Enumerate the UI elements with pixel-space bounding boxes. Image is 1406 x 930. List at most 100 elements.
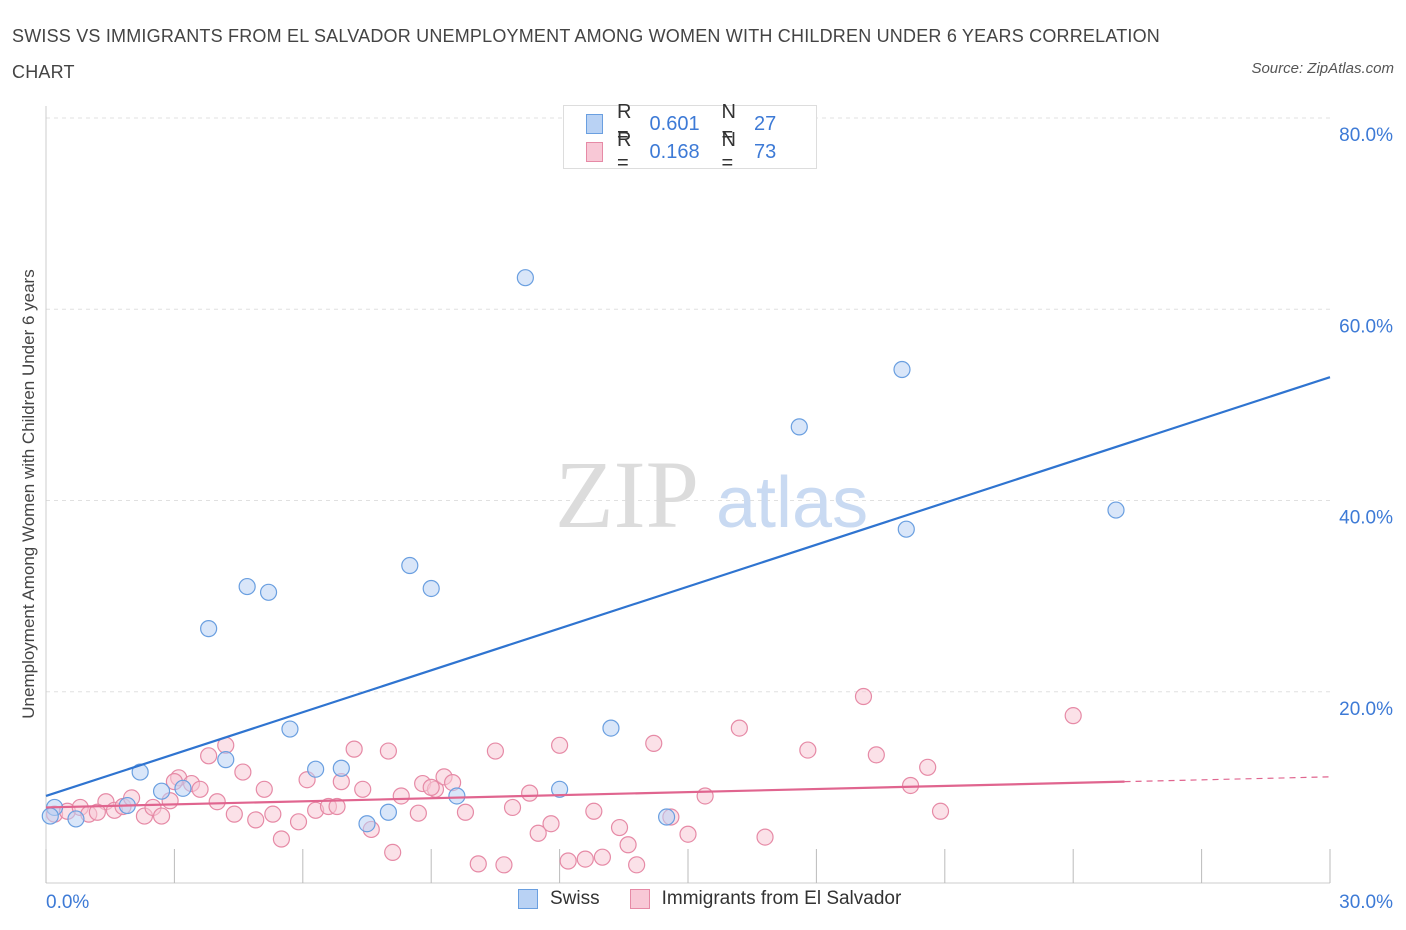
- salvador-point: [593, 848, 612, 866]
- salvador-point: [384, 843, 402, 862]
- trend-lines: [45, 376, 1331, 809]
- n-value: 73: [754, 140, 777, 163]
- swiss-point: [657, 808, 676, 826]
- salvador-point: [422, 778, 440, 796]
- swiss-point: [602, 719, 620, 737]
- salvador-point: [247, 811, 265, 829]
- swiss-point: [238, 577, 256, 596]
- salvador-point: [529, 824, 547, 842]
- salvador-legend-label: Immigrants from El Salvador: [661, 888, 902, 909]
- salvador-point: [1064, 707, 1082, 725]
- salvador-point: [272, 830, 290, 848]
- salvador-point: [901, 776, 920, 795]
- swiss-point: [332, 759, 350, 777]
- salvador-point: [456, 803, 475, 821]
- salvador-point: [730, 719, 748, 737]
- watermark-zip: ZIP: [555, 441, 699, 548]
- correlation-legend: R = 0.601 N = 27 R = 0.168 N = 73: [563, 101, 817, 174]
- swiss-point: [131, 763, 149, 781]
- salvador-point: [392, 787, 410, 805]
- salvador-point: [521, 784, 539, 802]
- salvador-trend-extension: [1124, 776, 1331, 783]
- salvador-point: [200, 747, 218, 765]
- grid-lines: [46, 117, 1330, 693]
- r-value: 0.601: [649, 112, 700, 135]
- swiss-point: [550, 780, 569, 798]
- salvador-point: [264, 805, 282, 823]
- salvador-point: [495, 856, 513, 874]
- swiss-point: [281, 720, 299, 738]
- salvador-point: [931, 802, 950, 820]
- swiss-point: [893, 360, 911, 379]
- y-tick-labels: 20.0% 40.0% 60.0% 80.0%: [1339, 125, 1393, 720]
- n-value: 27: [754, 112, 777, 135]
- swiss-point: [67, 810, 85, 828]
- legend-row-salvador: R = 0.168 N = 73: [586, 129, 816, 174]
- swiss-legend-label: Swiss: [550, 888, 600, 909]
- salvador-point: [409, 804, 427, 822]
- salvador-point: [234, 763, 252, 781]
- swiss-point: [358, 815, 376, 833]
- salvador-point: [354, 780, 372, 798]
- salvador-point: [486, 742, 504, 760]
- swiss-point: [422, 579, 440, 598]
- swiss-point: [307, 760, 325, 778]
- r-label: R =: [617, 101, 632, 146]
- salvador-point: [679, 825, 697, 843]
- y-tick-label: 40.0%: [1339, 508, 1393, 529]
- swiss-legend-swatch: [518, 889, 538, 909]
- salvador-point: [550, 736, 569, 754]
- series-legend: Swiss Immigrants from El Salvador: [518, 888, 931, 910]
- salvador-point: [152, 807, 171, 825]
- salvador-point: [628, 856, 646, 874]
- salvador-points: [45, 687, 1082, 874]
- salvador-point: [503, 798, 522, 817]
- source-label: Source: ZipAtlas.com: [1251, 60, 1394, 77]
- salvador-point: [255, 780, 273, 798]
- swiss-point: [379, 803, 397, 821]
- legend-item-salvador: Immigrants from El Salvador: [629, 888, 902, 910]
- axes: [45, 106, 1331, 884]
- watermark: ZIP atlas: [555, 441, 868, 548]
- swiss-point: [1107, 501, 1125, 519]
- salvador-point: [208, 793, 226, 811]
- salvador-point: [328, 797, 346, 816]
- salvador-point: [379, 742, 397, 760]
- x-tick-label: 0.0%: [46, 892, 89, 913]
- y-tick-label: 60.0%: [1339, 316, 1393, 337]
- legend-row-swiss: R = 0.601 N = 27: [586, 101, 816, 146]
- swiss-point: [516, 269, 534, 287]
- salvador-legend-swatch: [629, 889, 650, 909]
- salvador-point: [645, 734, 663, 752]
- swiss-point: [448, 787, 466, 805]
- salvador-point: [696, 787, 714, 805]
- swiss-points: [41, 269, 1125, 833]
- salvador-point: [799, 741, 817, 759]
- swiss-point: [897, 520, 915, 538]
- salvador-point: [469, 855, 487, 873]
- salvador-point: [854, 687, 873, 706]
- salvador-point: [289, 813, 308, 831]
- salvador-point: [585, 802, 603, 820]
- x-tick-label: 30.0%: [1339, 892, 1393, 913]
- watermark-atlas: atlas: [716, 463, 868, 543]
- r-label: R =: [617, 129, 632, 174]
- salvador-point: [345, 740, 363, 758]
- n-label: N =: [721, 101, 736, 146]
- salvador-point: [225, 805, 243, 823]
- salvador-point: [576, 850, 594, 868]
- salvador-point: [867, 746, 885, 764]
- salvador-trend-line: [45, 780, 1125, 809]
- salvador-point: [88, 803, 106, 821]
- salvador-swatch: [586, 142, 604, 162]
- r-value: 0.168: [649, 140, 700, 163]
- y-tick-label: 20.0%: [1339, 699, 1393, 720]
- swiss-point: [401, 556, 419, 575]
- swiss-point: [200, 620, 218, 638]
- swiss-point: [174, 779, 192, 797]
- swiss-point: [217, 751, 235, 769]
- swiss-trend-line: [45, 376, 1331, 798]
- salvador-point: [756, 828, 774, 846]
- salvador-point: [619, 836, 637, 854]
